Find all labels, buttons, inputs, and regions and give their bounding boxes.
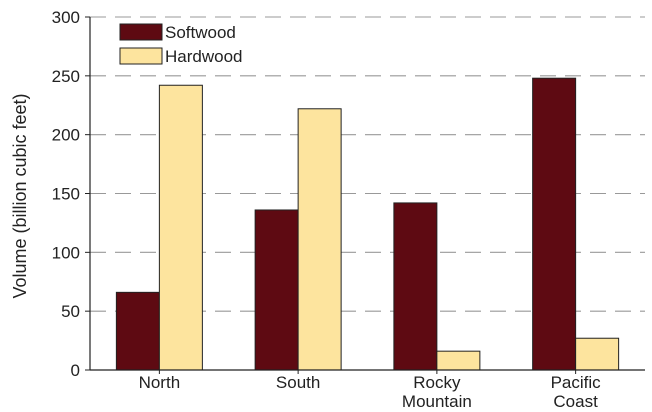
- y-tick-label: 100: [52, 243, 80, 262]
- legend-swatch-hardwood: [119, 47, 163, 65]
- x-category-label: North: [139, 373, 181, 392]
- x-category-label: Rocky Mountain: [402, 373, 472, 411]
- bar-softwood: [115, 291, 160, 371]
- bar-hardwood: [575, 337, 620, 371]
- y-axis-label: Volume (billion cubic feet): [10, 93, 30, 298]
- bar-softwood: [393, 202, 438, 371]
- legend-label-hardwood: Hardwood: [165, 47, 243, 66]
- y-tick-label: 250: [52, 67, 80, 86]
- y-tick-label: 50: [61, 302, 80, 321]
- y-tick-label: 200: [52, 126, 80, 145]
- y-tick-label: 300: [52, 8, 80, 27]
- bar-hardwood: [297, 108, 342, 371]
- bar-softwood: [532, 77, 577, 371]
- bar-hardwood: [158, 84, 203, 371]
- bars: [115, 77, 620, 371]
- bar-hardwood: [436, 350, 481, 371]
- y-tick-label: 0: [71, 361, 80, 380]
- x-category-labels: North South Rocky Mountain Pacific Coast: [139, 370, 602, 411]
- x-category-label: South: [276, 373, 320, 392]
- y-tick-labels: 0 50 100 150 200 250 300: [52, 8, 90, 380]
- y-tick-label: 150: [52, 185, 80, 204]
- legend-swatch-softwood: [119, 23, 163, 41]
- legend: Softwood Hardwood: [119, 23, 243, 66]
- x-category-label: Pacific Coast: [551, 373, 602, 411]
- bar-softwood: [254, 209, 299, 371]
- legend-label-softwood: Softwood: [165, 23, 236, 42]
